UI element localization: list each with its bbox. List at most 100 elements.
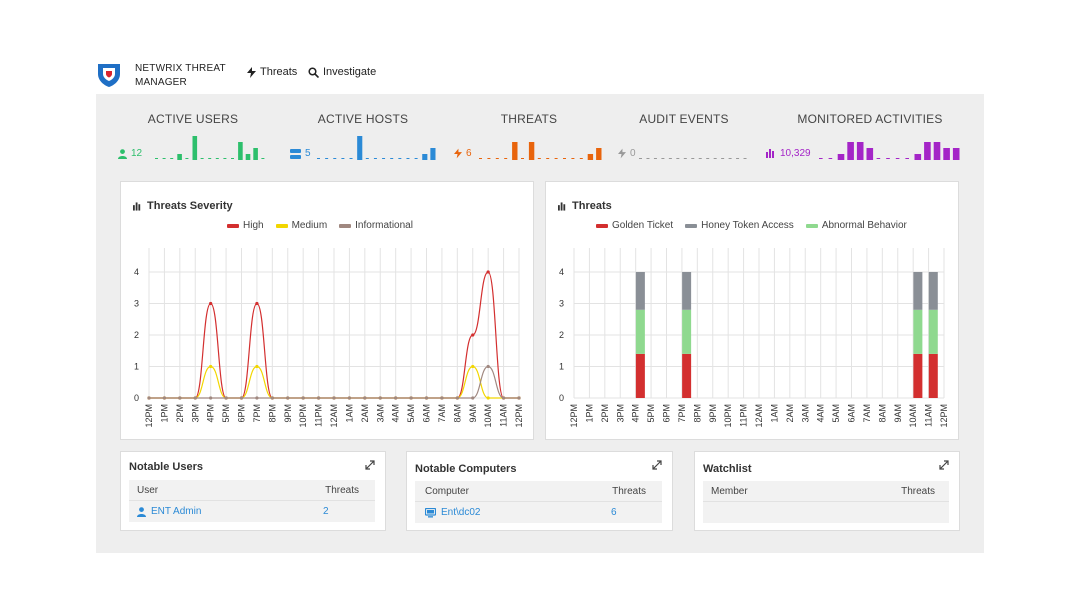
table-header-row: User Threats: [129, 480, 375, 501]
sparkline-baseline-dash: [886, 158, 890, 159]
user-name: ENT Admin: [151, 506, 202, 517]
column-header-threats[interactable]: Threats: [901, 486, 935, 497]
x-tick-label: 2AM: [785, 404, 795, 423]
x-tick-label: 1PM: [159, 404, 169, 423]
column-header-computer[interactable]: Computer: [425, 486, 469, 497]
sparkline-bar: [952, 148, 960, 160]
x-tick-label: 11AM: [924, 404, 934, 427]
stat-count: 10,329: [780, 148, 811, 159]
sparkline-baseline-dash: [668, 158, 672, 159]
data-point: [255, 301, 259, 306]
sparkline-baseline-dash: [414, 158, 418, 159]
stat-audit-events[interactable]: AUDIT EVENTS 0: [618, 94, 750, 164]
stat-active-users[interactable]: ACTIVE USERS 12: [118, 94, 268, 164]
data-point: [162, 396, 167, 400]
x-tick-label: 9PM: [283, 404, 293, 423]
brand-line-1: NETWRIX THREAT: [135, 63, 226, 74]
table-row[interactable]: Ent\dc02 6: [415, 502, 662, 523]
expand-icon[interactable]: [652, 460, 662, 470]
brand-line-2: MANAGER: [135, 77, 187, 88]
stacked-bar-segment: [635, 272, 645, 310]
nav-investigate[interactable]: Investigate: [308, 66, 376, 78]
sparkline-baseline-dash: [155, 158, 158, 159]
sparkline-baseline-dash: [721, 158, 725, 159]
data-point: [147, 396, 151, 400]
sparkline-bar: [587, 154, 594, 160]
y-tick-label: 0: [559, 393, 564, 403]
stat-threats[interactable]: THREATS 6: [454, 94, 604, 164]
data-point: [486, 396, 490, 400]
sparkline-baseline-dash: [382, 158, 386, 159]
column-header-threats[interactable]: Threats: [325, 485, 359, 496]
sparkline-bar: [192, 136, 198, 160]
data-point: [471, 333, 475, 337]
table-header-row: Computer Threats: [415, 481, 662, 502]
x-tick-label: 8AM: [452, 404, 462, 423]
data-point: [363, 396, 367, 400]
data-point: [316, 396, 321, 400]
data-point: [178, 396, 182, 400]
x-tick-label: 11PM: [739, 404, 749, 427]
legend-item-golden-ticket[interactable]: Golden Ticket: [596, 220, 673, 231]
expand-icon[interactable]: [939, 460, 949, 470]
y-tick-label: 2: [559, 330, 564, 340]
legend-item-high[interactable]: High: [227, 220, 264, 231]
legend-label: High: [243, 220, 264, 231]
sparkline-baseline-dash: [537, 158, 541, 159]
y-tick-label: 2: [134, 330, 139, 340]
threat-count-link[interactable]: 6: [611, 507, 617, 518]
sparkline-baseline-dash: [571, 158, 575, 159]
column-header-user[interactable]: User: [137, 485, 159, 496]
bar-chart-icon: [558, 201, 566, 211]
sparkline-baseline-dash: [646, 158, 650, 159]
notable-users-table: User Threats ENT Admin 2: [129, 480, 375, 522]
user-link[interactable]: ENT Admin: [137, 506, 201, 517]
sparkline-baseline-dash: [231, 158, 234, 159]
sparkline-baseline-dash: [728, 158, 732, 159]
expand-icon[interactable]: [365, 460, 375, 470]
stat-title: MONITORED ACTIVITIES: [797, 112, 943, 126]
x-tick-label: 4PM: [631, 404, 641, 423]
column-header-threats[interactable]: Threats: [612, 486, 646, 497]
data-point: [409, 396, 413, 400]
data-point: [255, 364, 259, 369]
stat-monitored-activities[interactable]: MONITORED ACTIVITIES 10,329: [766, 94, 962, 164]
sparkline-bar: [866, 148, 874, 160]
sparkline-baseline-dash: [200, 158, 204, 159]
stat-active-hosts[interactable]: ACTIVE HOSTS 5: [288, 94, 438, 164]
stat-title: AUDIT EVENTS: [639, 112, 729, 126]
legend-item-informational[interactable]: Informational: [339, 220, 413, 231]
brand-name: NETWRIX THREAT MANAGER: [135, 62, 226, 90]
sparkline-threats: [479, 142, 602, 160]
legend-item-abnormal-behavior[interactable]: Abnormal Behavior: [805, 220, 907, 231]
sparkline-baseline-dash: [170, 158, 174, 159]
stacked-bar-segment: [913, 309, 923, 354]
notable-computers-card: Notable Computers Computer Threats Ent\d…: [406, 451, 673, 531]
sparkline-baseline-dash: [215, 158, 219, 159]
data-point: [255, 396, 259, 400]
chart-legend: High Medium Informational: [227, 220, 413, 231]
x-tick-label: 4PM: [206, 404, 216, 423]
notable-computers-table: Computer Threats Ent\dc02 6: [415, 481, 662, 523]
threats-severity-chart: 12PM 1PM 2PM 3PM 4PM 5PM 6PM 7PM 8PM 9PM 10PM 11PM 1…: [134, 248, 524, 428]
y-tick-label: 3: [559, 299, 564, 309]
stacked-bar-segment: [913, 353, 923, 398]
computer-link[interactable]: Ent\dc02: [425, 507, 480, 518]
netwrix-logo[interactable]: [95, 60, 123, 88]
x-tick-label: 1AM: [769, 404, 779, 423]
table-row[interactable]: ENT Admin 2: [129, 501, 375, 522]
x-tick-label: 9AM: [893, 404, 903, 423]
data-point: [239, 396, 244, 400]
card-title-text: Threats Severity: [147, 200, 233, 212]
data-point: [209, 396, 213, 400]
data-point: [440, 396, 444, 400]
legend-item-medium[interactable]: Medium: [275, 220, 327, 231]
legend-label: Informational: [355, 220, 413, 231]
server-icon: [290, 148, 301, 159]
column-header-member[interactable]: Member: [711, 486, 748, 497]
nav-investigate-label: Investigate: [323, 66, 377, 78]
nav-threats[interactable]: Threats: [247, 66, 297, 78]
legend-item-honey-token-access[interactable]: Honey Token Access: [685, 220, 794, 231]
threat-count-link[interactable]: 2: [323, 506, 329, 517]
sparkline-baseline-dash: [479, 158, 482, 159]
